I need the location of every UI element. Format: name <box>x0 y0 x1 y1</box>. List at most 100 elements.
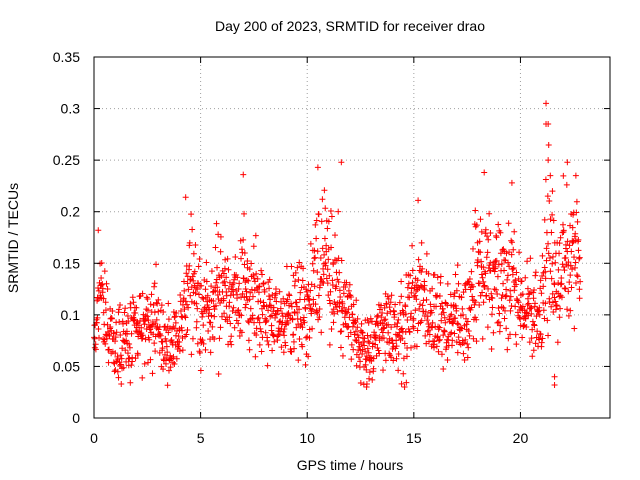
data-point <box>361 342 368 349</box>
data-point <box>525 312 532 319</box>
data-point <box>316 305 323 312</box>
data-point <box>540 307 547 314</box>
y-tick-label: 0.25 <box>53 152 80 168</box>
data-point <box>348 294 355 301</box>
data-point <box>173 355 180 362</box>
data-point <box>312 254 319 261</box>
data-point <box>339 300 346 307</box>
data-point <box>116 318 123 325</box>
data-point <box>528 304 535 311</box>
data-point <box>558 275 565 282</box>
data-point <box>473 316 480 323</box>
x-tick-label: 20 <box>513 430 529 446</box>
data-point <box>192 241 199 248</box>
x-tick-label: 10 <box>299 430 315 446</box>
data-point <box>352 336 359 343</box>
data-point <box>185 286 192 293</box>
grid-lines <box>94 57 610 418</box>
data-point <box>468 268 475 275</box>
data-point <box>106 332 113 339</box>
data-point <box>480 264 487 271</box>
data-point <box>285 320 292 327</box>
data-point <box>328 213 335 220</box>
data-point <box>478 271 485 278</box>
data-point <box>215 370 222 377</box>
data-point <box>364 345 371 352</box>
data-point <box>508 303 515 310</box>
data-point <box>476 301 483 308</box>
data-point <box>122 347 129 354</box>
data-point <box>234 274 241 281</box>
data-point <box>454 320 461 327</box>
data-point <box>148 291 155 298</box>
data-point <box>296 259 303 266</box>
data-point <box>539 252 546 259</box>
data-point <box>121 309 128 316</box>
data-point <box>429 319 436 326</box>
data-point <box>318 218 325 225</box>
data-point <box>532 272 539 279</box>
data-point <box>506 263 513 270</box>
data-point <box>556 314 563 321</box>
data-point <box>435 323 442 330</box>
data-point <box>131 316 138 323</box>
data-point <box>262 329 269 336</box>
data-point <box>192 284 199 291</box>
data-point <box>489 295 496 302</box>
y-tick-label: 0.35 <box>53 49 80 65</box>
data-point <box>238 329 245 336</box>
data-point <box>352 319 359 326</box>
data-point <box>485 285 492 292</box>
data-point <box>542 275 549 282</box>
data-point <box>362 348 369 355</box>
data-point <box>93 319 100 326</box>
data-point <box>454 262 461 269</box>
data-point <box>213 220 220 227</box>
data-point <box>506 297 513 304</box>
data-point <box>139 332 146 339</box>
data-point <box>383 301 390 308</box>
data-point <box>536 311 543 318</box>
data-point <box>477 249 484 256</box>
data-point <box>277 305 284 312</box>
data-point <box>276 288 283 295</box>
data-point <box>574 273 581 280</box>
data-point <box>346 314 353 321</box>
y-tick-label: 0.3 <box>61 101 81 117</box>
data-point <box>265 279 272 286</box>
data-point <box>565 288 572 295</box>
data-point <box>483 254 490 261</box>
data-point <box>160 366 167 373</box>
data-point <box>541 264 548 271</box>
data-point <box>416 301 423 308</box>
data-point <box>498 295 505 302</box>
data-point <box>96 334 103 341</box>
data-point <box>317 282 324 289</box>
data-point <box>527 305 534 312</box>
data-point <box>546 198 553 205</box>
data-point <box>281 332 288 339</box>
data-point <box>117 331 124 338</box>
data-point <box>449 337 456 344</box>
data-point <box>280 295 287 302</box>
data-point <box>322 260 329 267</box>
data-point <box>465 344 472 351</box>
data-point <box>424 317 431 324</box>
data-point <box>226 299 233 306</box>
y-tick-label: 0 <box>72 410 80 426</box>
data-point <box>208 268 215 275</box>
data-point <box>102 299 109 306</box>
data-point <box>153 261 160 268</box>
y-tick-label: 0.2 <box>61 204 81 220</box>
data-point <box>152 348 159 355</box>
data-point <box>386 304 393 311</box>
data-point <box>551 294 558 301</box>
data-point <box>263 317 270 324</box>
data-point <box>123 328 130 335</box>
data-point <box>469 283 476 290</box>
data-point <box>293 324 300 331</box>
data-point <box>360 339 367 346</box>
data-point <box>466 332 473 339</box>
data-point <box>172 313 179 320</box>
data-point <box>547 268 554 275</box>
